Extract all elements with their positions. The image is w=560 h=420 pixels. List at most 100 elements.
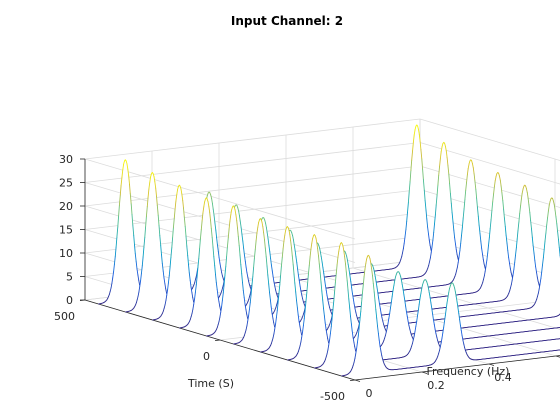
series-segment bbox=[353, 303, 356, 309]
series-segment bbox=[144, 226, 147, 238]
series-segment bbox=[209, 211, 211, 221]
series-segment bbox=[147, 188, 150, 198]
series-segment bbox=[510, 283, 512, 289]
series-segment bbox=[412, 134, 415, 143]
series-segment bbox=[118, 194, 121, 206]
series-segment bbox=[402, 248, 404, 254]
series-segment bbox=[326, 349, 329, 355]
z-tick-label: 15 bbox=[59, 224, 73, 237]
series-segment bbox=[136, 268, 139, 276]
z-tick-label: 30 bbox=[59, 153, 73, 166]
series-segment bbox=[448, 173, 451, 185]
series-segment bbox=[120, 176, 123, 186]
series-segment bbox=[296, 299, 298, 309]
series-segment bbox=[349, 275, 352, 282]
series-segment bbox=[270, 306, 273, 314]
series-segment bbox=[118, 204, 120, 217]
series-segment bbox=[326, 295, 329, 301]
series-segment bbox=[121, 169, 124, 178]
series-segment bbox=[359, 310, 362, 321]
series-segment bbox=[237, 227, 239, 237]
series-segment bbox=[314, 235, 317, 239]
series-segment bbox=[354, 346, 356, 351]
series-segment bbox=[227, 228, 230, 239]
series-segment bbox=[289, 234, 292, 242]
series-segment bbox=[454, 291, 457, 298]
series-segment bbox=[553, 204, 556, 211]
x-tick-label: 0.2 bbox=[427, 379, 445, 392]
series-segment bbox=[401, 283, 404, 290]
series-segment bbox=[193, 298, 196, 305]
series-segment bbox=[422, 281, 424, 286]
series-segment bbox=[162, 307, 165, 312]
series-segment bbox=[513, 262, 516, 270]
series-segment bbox=[542, 249, 545, 258]
series-segment bbox=[366, 255, 368, 260]
series-segment bbox=[453, 229, 456, 239]
series-segment bbox=[169, 257, 172, 268]
series-segment bbox=[379, 308, 382, 314]
series-segment bbox=[194, 278, 197, 283]
series-segment bbox=[220, 267, 223, 273]
series-segment bbox=[546, 217, 549, 226]
series-segment bbox=[531, 236, 534, 246]
series-segment bbox=[337, 250, 340, 258]
series-segment bbox=[302, 317, 305, 326]
series-segment bbox=[433, 223, 435, 233]
series-segment bbox=[341, 243, 344, 247]
series-segment bbox=[455, 270, 457, 275]
series-segment bbox=[192, 296, 194, 302]
series-segment bbox=[539, 277, 542, 285]
series-segment bbox=[330, 317, 333, 327]
series-segment bbox=[417, 303, 420, 311]
series-segment bbox=[332, 300, 335, 311]
series-segment bbox=[194, 284, 197, 293]
series-segment bbox=[413, 129, 416, 136]
series-segment bbox=[483, 275, 485, 280]
series-segment bbox=[520, 198, 522, 207]
series-segment bbox=[361, 284, 364, 294]
series-segment bbox=[327, 299, 330, 305]
series-segment bbox=[534, 259, 537, 268]
series-segment bbox=[336, 256, 339, 266]
series-segment bbox=[199, 229, 202, 240]
series-segment bbox=[460, 330, 463, 337]
series-segment bbox=[346, 259, 349, 266]
grid-line-backwall-z bbox=[84, 118, 421, 160]
series-segment bbox=[482, 278, 484, 283]
series-segment bbox=[222, 284, 225, 294]
series-segment bbox=[556, 223, 559, 233]
series-segment bbox=[377, 291, 380, 299]
series-segment bbox=[323, 315, 326, 324]
series-segment bbox=[423, 189, 426, 201]
series-segment bbox=[350, 281, 353, 288]
series-segment bbox=[450, 202, 453, 214]
series-segment bbox=[382, 320, 385, 325]
series-segment bbox=[167, 274, 170, 284]
series-segment bbox=[221, 292, 224, 301]
series-segment bbox=[414, 125, 417, 130]
series-segment bbox=[446, 297, 449, 304]
series-segment bbox=[160, 244, 162, 256]
series-segment bbox=[298, 320, 301, 327]
series-segment bbox=[427, 226, 429, 235]
series-segment bbox=[265, 222, 267, 229]
series-segment bbox=[354, 353, 357, 359]
series-segment bbox=[419, 140, 422, 150]
series-segment bbox=[306, 283, 309, 294]
series-segment bbox=[216, 289, 219, 297]
series-segment bbox=[215, 273, 217, 283]
series-segment bbox=[243, 247, 245, 256]
series-segment bbox=[422, 168, 424, 181]
series-segment bbox=[406, 316, 409, 322]
series-segment bbox=[538, 283, 541, 290]
series-segment bbox=[214, 265, 216, 275]
series-segment bbox=[434, 204, 437, 216]
series-segment bbox=[351, 330, 354, 338]
series-segment bbox=[347, 289, 350, 300]
series-segment bbox=[386, 323, 389, 329]
series-segment bbox=[333, 291, 336, 302]
series-segment bbox=[254, 240, 257, 250]
series-segment bbox=[370, 262, 373, 270]
series-segment bbox=[234, 209, 237, 215]
